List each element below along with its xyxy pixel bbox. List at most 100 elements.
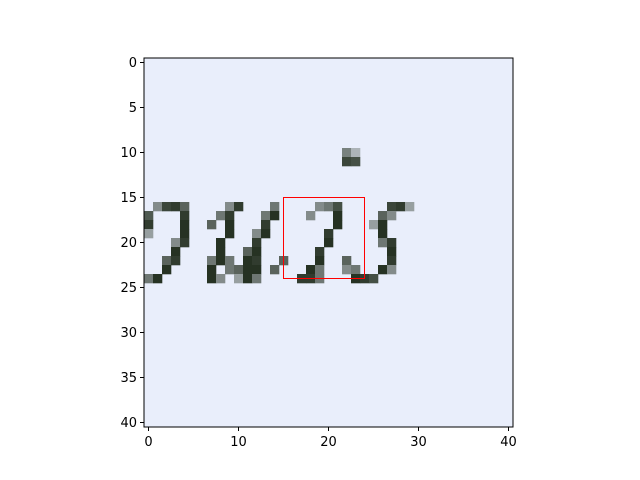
heatmap-cell bbox=[315, 202, 325, 212]
heatmap-cell bbox=[378, 229, 388, 239]
heatmap-cell bbox=[225, 265, 235, 275]
heatmap-cell bbox=[225, 220, 235, 230]
y-tick-label: 5 bbox=[129, 101, 137, 116]
heatmap-cell bbox=[252, 256, 262, 266]
heatmap-cell bbox=[324, 238, 334, 248]
heatmap-cell bbox=[171, 256, 181, 266]
heatmap-cell bbox=[162, 202, 172, 212]
heatmap-cell bbox=[207, 274, 217, 284]
heatmap-cell bbox=[252, 229, 262, 239]
y-tick-label: 20 bbox=[120, 236, 137, 251]
heatmap-cell bbox=[234, 274, 244, 284]
heatmap-cell bbox=[207, 220, 217, 230]
y-tick-label: 15 bbox=[120, 191, 137, 206]
y-tick-label: 0 bbox=[129, 56, 137, 71]
x-tick-label: 40 bbox=[500, 435, 517, 450]
heatmap-cell bbox=[378, 220, 388, 230]
heatmap-cell bbox=[378, 265, 388, 275]
heatmap-cell bbox=[369, 274, 379, 284]
heatmap-cell bbox=[270, 211, 280, 221]
heatmap-cell bbox=[306, 211, 316, 221]
heatmap-cell bbox=[306, 265, 316, 275]
heatmap-cell bbox=[387, 238, 397, 248]
x-tick-label: 10 bbox=[230, 435, 247, 450]
heatmap-cell bbox=[216, 238, 226, 248]
y-tick-label: 30 bbox=[120, 326, 137, 341]
heatmap-cell bbox=[216, 274, 226, 284]
heatmap-cell bbox=[216, 256, 226, 266]
heatmap-cell bbox=[162, 265, 172, 275]
heatmap-cell bbox=[243, 274, 253, 284]
heatmap-cell bbox=[261, 211, 271, 221]
heatmap-cell bbox=[225, 229, 235, 239]
heatmap-cell bbox=[243, 256, 253, 266]
heatmap-cell bbox=[153, 274, 163, 284]
x-tick-label: 30 bbox=[410, 435, 427, 450]
heatmap-cell bbox=[342, 157, 352, 167]
heatmap-cell bbox=[207, 265, 217, 275]
heatmap-cell bbox=[333, 202, 343, 212]
heatmap-cell bbox=[342, 256, 352, 266]
y-tick-label: 40 bbox=[120, 416, 137, 431]
heatmap-cell bbox=[405, 202, 415, 212]
heatmap-pixels bbox=[144, 58, 513, 427]
y-axis: 0 5 10 15 20 25 30 35 40 bbox=[120, 56, 144, 431]
heatmap-cell bbox=[369, 220, 379, 230]
x-axis: 0 10 20 30 40 bbox=[144, 427, 517, 450]
heatmap-cell bbox=[270, 265, 280, 275]
heatmap-cell bbox=[252, 265, 262, 275]
x-tick-label: 20 bbox=[320, 435, 337, 450]
heatmap-cell bbox=[234, 265, 244, 275]
heatmap-cell bbox=[162, 256, 172, 266]
y-tick-label: 35 bbox=[120, 371, 137, 386]
x-tick-label: 0 bbox=[144, 435, 152, 450]
heatmap-cell bbox=[252, 247, 262, 257]
heatmap-cell bbox=[378, 238, 388, 248]
heatmap-cell bbox=[216, 211, 226, 221]
heatmap-cell bbox=[225, 211, 235, 221]
heatmap-cell bbox=[315, 265, 325, 275]
heatmap-cell bbox=[378, 211, 388, 221]
heatmap-cell bbox=[387, 247, 397, 257]
heatmap-cell bbox=[351, 265, 361, 275]
y-tick-label: 25 bbox=[120, 281, 137, 296]
heatmap-cell bbox=[387, 265, 397, 275]
heatmap-cell bbox=[333, 211, 343, 221]
heatmap-cell bbox=[252, 274, 262, 284]
heatmap-cell bbox=[396, 202, 406, 212]
heatmap-cell bbox=[387, 202, 397, 212]
y-tick-label: 10 bbox=[120, 146, 137, 161]
heatmap-cell bbox=[261, 229, 271, 239]
heatmap-cell bbox=[180, 220, 190, 230]
heatmap-cell bbox=[333, 220, 343, 230]
heatmap-cell bbox=[351, 157, 361, 167]
heatmap-cell bbox=[144, 211, 154, 221]
heatmap-cell bbox=[270, 202, 280, 212]
heatmap-cell bbox=[216, 247, 226, 257]
heatmap-cell bbox=[144, 220, 154, 230]
heatmap-cell bbox=[315, 256, 325, 266]
heatmap-cell bbox=[144, 274, 154, 284]
heatmap-cell bbox=[180, 229, 190, 239]
heatmap-cell bbox=[153, 202, 163, 212]
heatmap-cell bbox=[243, 265, 253, 275]
heatmap-cell bbox=[234, 202, 244, 212]
heatmap-cell bbox=[171, 238, 181, 248]
heatmap-cell bbox=[180, 211, 190, 221]
heatmap-cell bbox=[387, 211, 397, 221]
heatmap-cell bbox=[324, 229, 334, 239]
heatmap-cell bbox=[171, 247, 181, 257]
heatmap-cell bbox=[225, 256, 235, 266]
heatmap-cell bbox=[252, 238, 262, 248]
heatmap-cell bbox=[351, 148, 361, 158]
heatmap-cell bbox=[180, 238, 190, 248]
heatmap-cell bbox=[207, 256, 217, 266]
heatmap-cell bbox=[315, 247, 325, 257]
heatmap-cell bbox=[342, 265, 352, 275]
heatmap-cell bbox=[171, 202, 181, 212]
heatmap-cell bbox=[387, 256, 397, 266]
heatmap-cell bbox=[225, 202, 235, 212]
heatmap-cell bbox=[180, 202, 190, 212]
heatmap-cell bbox=[261, 220, 271, 230]
